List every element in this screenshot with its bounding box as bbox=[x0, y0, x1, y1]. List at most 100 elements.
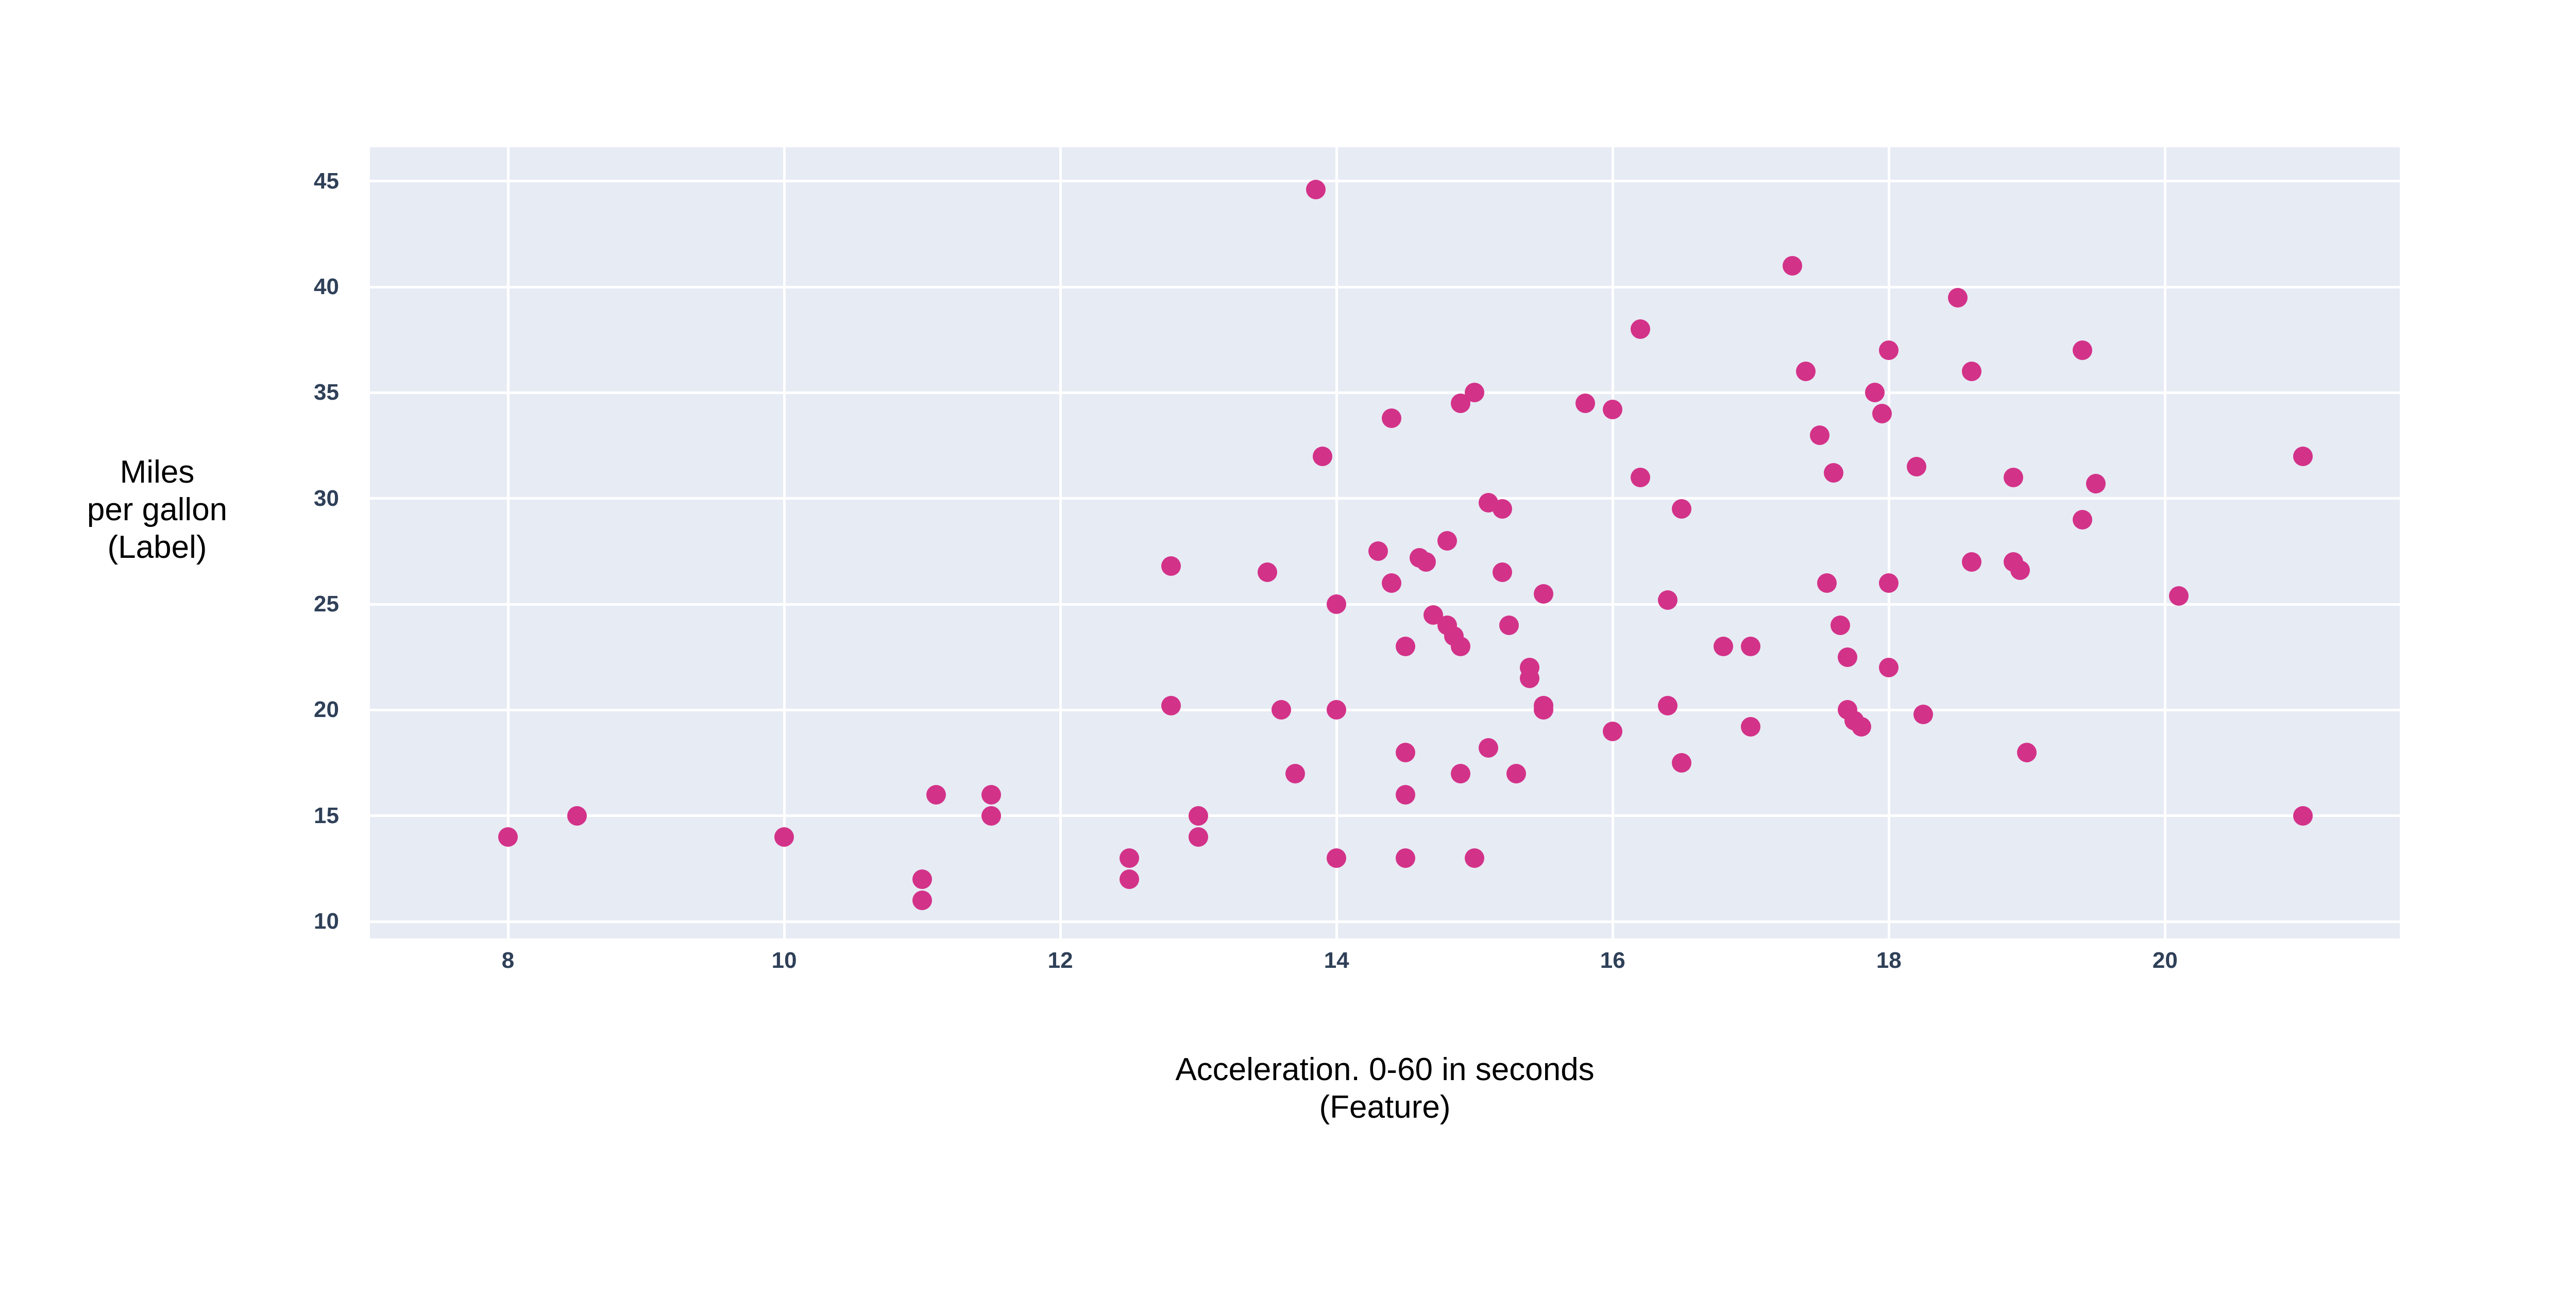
y-tick-label: 45 bbox=[314, 168, 339, 194]
data-point bbox=[1120, 869, 1140, 889]
gridline-vertical bbox=[506, 147, 510, 938]
y-tick-label: 15 bbox=[314, 802, 339, 828]
gridline-horizontal bbox=[370, 603, 2400, 606]
data-point bbox=[1313, 446, 1333, 466]
y-tick-label: 30 bbox=[314, 485, 339, 511]
data-point bbox=[1327, 848, 1347, 868]
data-point bbox=[1672, 753, 1692, 773]
data-point bbox=[498, 827, 518, 847]
gridline-vertical bbox=[1335, 147, 1338, 938]
data-point bbox=[1713, 637, 1733, 657]
data-point bbox=[1603, 400, 1623, 420]
data-point bbox=[1672, 499, 1692, 519]
data-point bbox=[1416, 552, 1436, 572]
data-point bbox=[981, 784, 1002, 805]
x-tick-label: 16 bbox=[1600, 948, 1625, 973]
y-tick-label: 40 bbox=[314, 274, 339, 300]
y-tick-label: 35 bbox=[314, 380, 339, 405]
data-point bbox=[1658, 696, 1678, 716]
data-point bbox=[1396, 742, 1416, 762]
data-point bbox=[1492, 499, 1512, 519]
plot-area bbox=[370, 147, 2400, 938]
data-point bbox=[1962, 362, 1982, 382]
x-tick-label: 20 bbox=[2152, 948, 2178, 973]
data-point bbox=[1437, 531, 1457, 551]
gridline-horizontal bbox=[370, 708, 2400, 711]
data-point bbox=[2072, 509, 2092, 530]
data-point bbox=[2086, 474, 2106, 493]
data-point bbox=[1879, 658, 1899, 678]
x-tick-label: 10 bbox=[771, 948, 797, 973]
data-point bbox=[912, 869, 933, 889]
data-point bbox=[1161, 696, 1181, 716]
data-point bbox=[1810, 425, 1830, 445]
x-axis-title: Acceleration. 0-60 in seconds (Feature) bbox=[885, 1051, 1885, 1126]
gridline-vertical bbox=[2163, 147, 2166, 938]
x-axis-title-line: Acceleration. 0-60 in seconds bbox=[1175, 1052, 1595, 1087]
data-point bbox=[2072, 340, 2092, 361]
gridline-vertical bbox=[1611, 147, 1614, 938]
data-point bbox=[981, 806, 1002, 826]
data-point bbox=[1630, 467, 1650, 487]
x-tick-label: 12 bbox=[1047, 948, 1073, 973]
data-point bbox=[1837, 647, 1857, 667]
data-point bbox=[1865, 383, 1885, 403]
data-point bbox=[1948, 287, 1968, 308]
data-point bbox=[1520, 668, 1540, 688]
x-tick-label: 14 bbox=[1324, 948, 1349, 973]
data-point bbox=[1189, 806, 1209, 826]
data-point bbox=[926, 784, 946, 805]
data-point bbox=[1741, 637, 1761, 657]
data-point bbox=[1506, 763, 1526, 783]
data-point bbox=[1782, 255, 1802, 276]
data-point bbox=[1306, 180, 1326, 200]
data-point bbox=[1913, 704, 1934, 724]
gridline-vertical bbox=[1059, 147, 1062, 938]
data-point bbox=[1285, 763, 1305, 783]
data-point bbox=[1851, 717, 1871, 737]
x-axis-title-line: (Feature) bbox=[1319, 1089, 1451, 1125]
gridline-horizontal bbox=[370, 391, 2400, 394]
y-tick-label: 20 bbox=[314, 697, 339, 723]
y-axis-title-line: per gallon bbox=[87, 492, 228, 528]
data-point bbox=[1396, 784, 1416, 805]
data-point bbox=[1189, 827, 1209, 847]
data-point bbox=[1879, 340, 1899, 361]
y-axis-tick-labels: 10 15 20 25 30 35 40 45 bbox=[0, 147, 355, 938]
data-point bbox=[1872, 404, 1892, 424]
gridline-horizontal bbox=[370, 285, 2400, 288]
data-point bbox=[2010, 560, 2030, 580]
data-point bbox=[1327, 700, 1347, 720]
data-point bbox=[1465, 848, 1485, 868]
data-point bbox=[1396, 637, 1416, 657]
x-tick-label: 8 bbox=[501, 948, 515, 973]
data-point bbox=[1368, 541, 1388, 561]
data-point bbox=[1451, 763, 1471, 783]
data-point bbox=[1603, 721, 1623, 741]
data-point bbox=[1271, 700, 1291, 720]
data-point bbox=[1796, 362, 1816, 382]
data-point bbox=[1382, 408, 1402, 428]
data-point bbox=[2293, 806, 2313, 826]
data-point bbox=[1879, 573, 1899, 593]
data-point bbox=[1499, 616, 1519, 636]
data-point bbox=[1630, 319, 1650, 339]
x-tick-label: 18 bbox=[1876, 948, 1902, 973]
data-point bbox=[1824, 463, 1844, 483]
gridline-horizontal bbox=[370, 180, 2400, 183]
data-point bbox=[1451, 637, 1471, 657]
gridline-horizontal bbox=[370, 814, 2400, 817]
data-point bbox=[1492, 562, 1512, 583]
y-tick-label: 25 bbox=[314, 591, 339, 617]
data-point bbox=[1817, 573, 1837, 593]
y-axis-title-line: Miles bbox=[120, 454, 195, 490]
data-point bbox=[1962, 552, 1982, 572]
data-point bbox=[567, 806, 587, 826]
y-axis-title: Miles per gallon (Label) bbox=[21, 453, 294, 566]
gridline-horizontal bbox=[370, 920, 2400, 923]
data-point bbox=[774, 827, 794, 847]
data-point bbox=[1479, 738, 1499, 758]
gridline-vertical bbox=[783, 147, 786, 938]
data-point bbox=[1396, 848, 1416, 868]
